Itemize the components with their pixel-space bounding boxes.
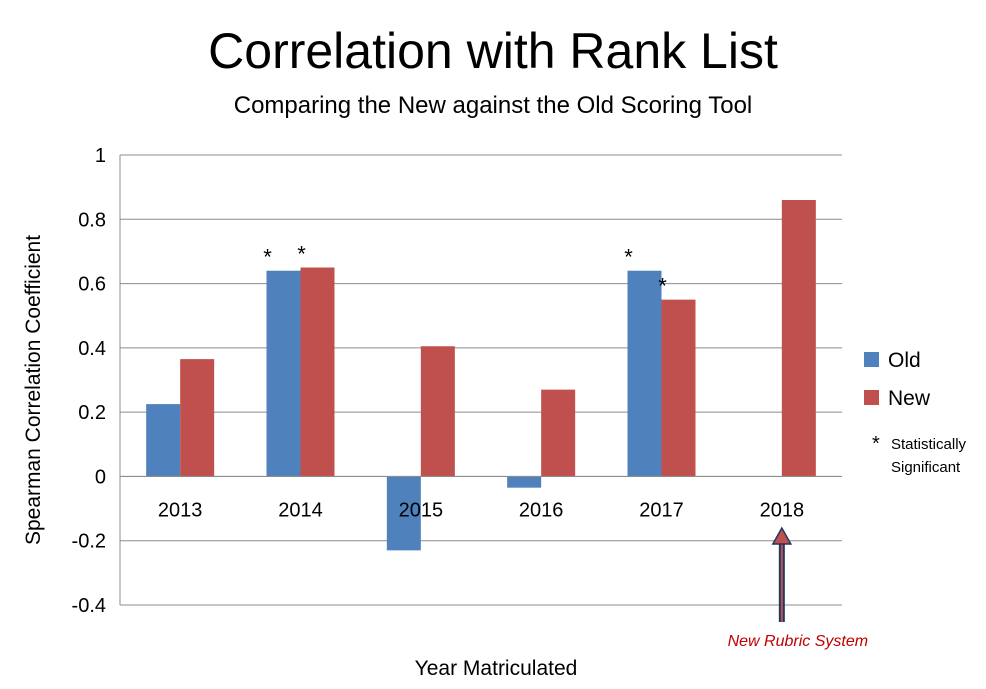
significance-marker: *: [263, 245, 272, 270]
bar-new-2013: [180, 359, 215, 477]
legend-note-line2: Significant: [891, 459, 961, 476]
bar-old-2016: [507, 476, 542, 488]
legend-label-new: New: [888, 387, 931, 410]
y-tick-label: 1: [95, 145, 106, 167]
significance-marker: *: [658, 274, 667, 299]
bar-new-2018: [781, 200, 816, 477]
chart-title: Correlation with Rank List: [208, 23, 778, 79]
x-tick-label: 2015: [399, 499, 444, 521]
y-tick-label: 0.4: [78, 338, 106, 360]
chart-subtitle: Comparing the New against the Old Scorin…: [233, 92, 753, 119]
legend-swatch-old: [864, 352, 879, 367]
y-tick-label: -0.4: [72, 595, 106, 617]
bar-new-2016: [541, 389, 576, 477]
bar-old-2013: [146, 404, 181, 477]
y-tick-label: 0.6: [78, 274, 106, 296]
bar-old-2015: [386, 476, 421, 551]
x-tick-label: 2013: [158, 499, 203, 521]
legend-note-line1: Statistically: [891, 436, 967, 453]
annotation-label: New Rubric System: [728, 633, 868, 650]
significance-marker: *: [297, 242, 306, 267]
x-tick-label: 2018: [760, 499, 805, 521]
y-tick-label: 0.2: [78, 402, 106, 424]
bar-new-2014: [300, 267, 335, 477]
annotation-arrow-head: [771, 526, 793, 545]
y-axis-title: Spearman Correlation Coefficient: [22, 235, 45, 545]
bar-new-2015: [420, 346, 455, 477]
legend-note-symbol: *: [872, 433, 880, 455]
significance-marker: *: [624, 245, 633, 270]
y-tick-label: -0.2: [72, 531, 106, 553]
x-tick-label: 2014: [278, 499, 323, 521]
x-tick-label: 2016: [519, 499, 564, 521]
bar-new-2017: [661, 299, 696, 477]
legend-swatch-new: [864, 390, 879, 405]
x-axis-title: Year Matriculated: [415, 657, 578, 680]
bar-old-2017: [627, 270, 662, 477]
x-tick-label: 2017: [639, 499, 684, 521]
y-tick-label: 0.8: [78, 209, 106, 231]
y-tick-label: 0: [95, 466, 106, 488]
legend-label-old: Old: [888, 349, 921, 372]
bar-old-2014: [266, 270, 301, 477]
